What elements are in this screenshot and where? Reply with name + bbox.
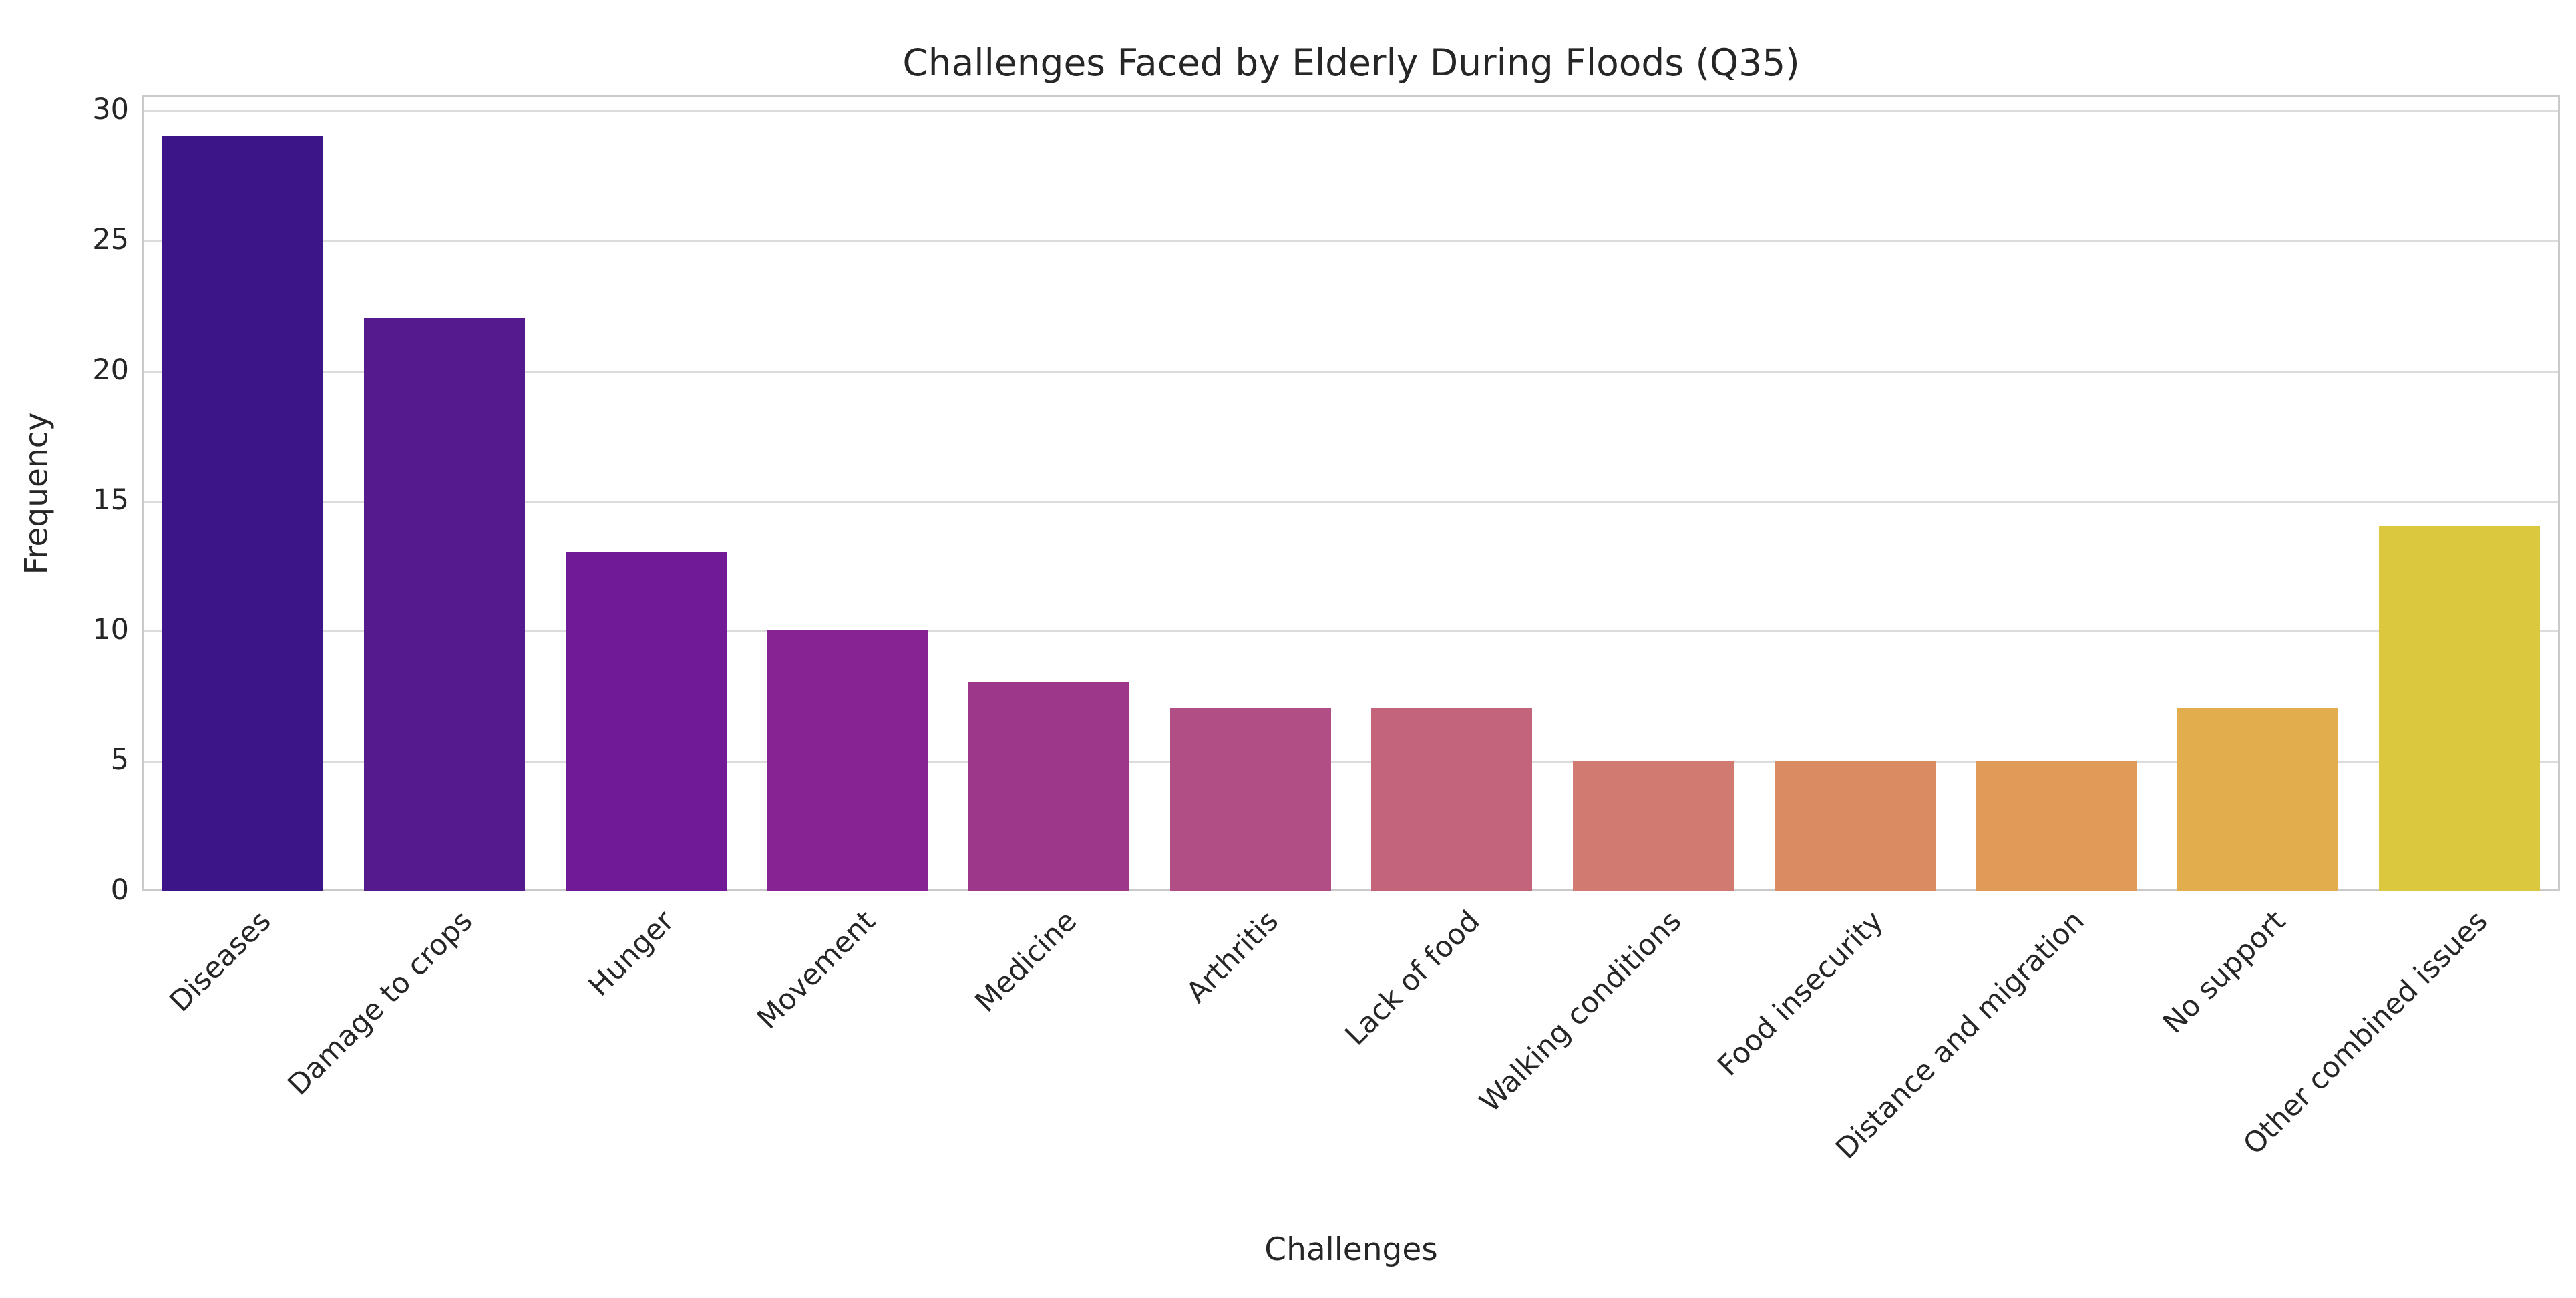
y-tick-label-25: 25	[92, 222, 129, 256]
gridline-y-15	[144, 500, 2558, 503]
y-tick-label-5: 5	[110, 743, 129, 777]
gridline-y-20	[144, 370, 2558, 373]
y-tick-label-30: 30	[92, 93, 129, 126]
y-tick-label-0: 0	[110, 873, 129, 907]
chart-title: Challenges Faced by Elderly During Flood…	[902, 41, 1800, 84]
bar-arthritis	[1170, 708, 1331, 891]
x-axis-label: Challenges	[1264, 1231, 1438, 1268]
x-tick-label-arthritis: Arthritis	[1180, 904, 1286, 1010]
x-tick-label-diseases: Diseases	[163, 904, 278, 1019]
y-tick-label-15: 15	[92, 483, 129, 517]
bar-movement	[767, 630, 928, 891]
x-tick-label-movement: Movement	[751, 904, 882, 1036]
x-tick-label-no-support: No support	[2157, 904, 2293, 1040]
bar-medicine	[968, 682, 1129, 891]
y-axis-label: Frequency	[18, 412, 55, 574]
x-tick-label-lack-of-food: Lack of food	[1338, 904, 1487, 1052]
bar-lack-of-food	[1371, 708, 1532, 891]
x-tick-label-walking-conditions: Walking conditions	[1473, 904, 1688, 1119]
bar-food-insecurity	[1775, 761, 1936, 891]
bar-damage-to-crops	[364, 318, 525, 891]
plot-area	[142, 95, 2560, 891]
bar-hunger	[566, 552, 727, 891]
gridline-y-30	[144, 110, 2558, 112]
bar-diseases	[162, 136, 323, 891]
x-tick-label-hunger: Hunger	[582, 904, 681, 1003]
bar-no-support	[2177, 708, 2338, 891]
bar-walking-conditions	[1573, 761, 1734, 891]
bar-other-combined-issues	[2379, 526, 2540, 891]
gridline-y-5	[144, 761, 2558, 763]
bar-distance-and-migration	[1976, 761, 2137, 891]
y-tick-label-20: 20	[92, 353, 129, 387]
y-tick-label-10: 10	[92, 613, 129, 647]
x-tick-label-food-insecurity: Food insecurity	[1711, 904, 1890, 1083]
gridline-y-25	[144, 240, 2558, 242]
x-tick-label-medicine: Medicine	[969, 904, 1084, 1019]
x-tick-label-damage-to-crops: Damage to crops	[281, 904, 480, 1102]
gridline-y-10	[144, 630, 2558, 633]
